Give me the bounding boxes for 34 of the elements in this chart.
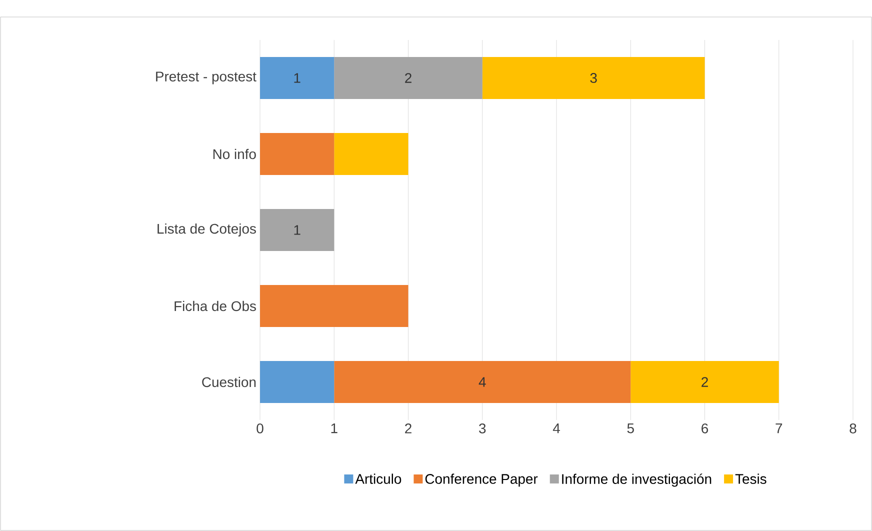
- bar: [260, 132, 334, 175]
- bar: [482, 56, 705, 99]
- bar: [260, 284, 408, 327]
- data-label: 1: [294, 73, 300, 83]
- y-tick-label: Ficha de Obs: [174, 300, 256, 312]
- bar: [334, 360, 631, 403]
- legend-label: Informe de investigación: [562, 474, 712, 487]
- x-tick-label: 4: [552, 424, 560, 434]
- bar: [260, 56, 334, 99]
- bar: [334, 132, 408, 175]
- bar: [260, 208, 334, 251]
- data-label: 2: [405, 73, 412, 83]
- x-tick-label: 7: [776, 424, 782, 434]
- data-label: 3: [590, 73, 597, 83]
- x-tick-label: 5: [627, 424, 634, 434]
- y-tick-label: Cuestion: [202, 376, 256, 388]
- y-tick-label: Lista de Cotejos: [158, 223, 256, 236]
- x-tick-label: 6: [702, 424, 708, 434]
- bar: [630, 360, 779, 403]
- data-label: 2: [702, 377, 708, 387]
- y-tick-label: Pretest - postest: [156, 72, 256, 84]
- bar: [334, 56, 482, 99]
- data-label: 1: [294, 225, 300, 235]
- legend-label: Conference Paper: [425, 474, 538, 487]
- y-tick-label: No info: [213, 148, 256, 160]
- x-tick-label: 2: [405, 424, 412, 434]
- x-tick-label: 3: [479, 424, 486, 434]
- legend-label: Tesis: [735, 474, 766, 484]
- x-tick-label: 1: [331, 424, 338, 434]
- legend-label: Articulo: [355, 474, 402, 484]
- x-tick-label: 0: [256, 424, 264, 434]
- x-tick-label: 8: [850, 424, 856, 434]
- bar: [260, 360, 334, 403]
- data-label: 4: [478, 377, 486, 387]
